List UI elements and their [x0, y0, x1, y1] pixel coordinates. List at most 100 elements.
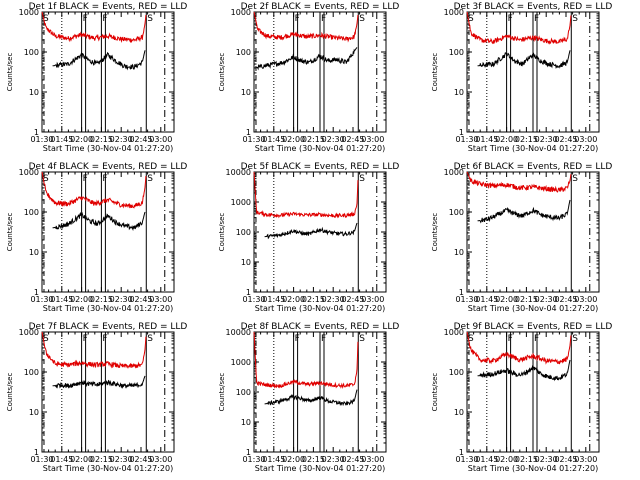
- y-tick-label: 1: [34, 128, 39, 137]
- y-tick-label: 1: [34, 448, 39, 457]
- x-tick-label: 01:30: [242, 455, 265, 464]
- x-tick-label: 03:00: [574, 295, 597, 304]
- x-tick-label: 01:30: [455, 455, 478, 464]
- x-tick-label: 02:15: [515, 295, 538, 304]
- x-tick-label: 02:15: [90, 135, 113, 144]
- marker-label: S: [468, 14, 474, 24]
- y-tick-label: 10: [29, 248, 39, 257]
- marker-label: F: [102, 334, 107, 344]
- x-tick-label: 02:45: [554, 135, 577, 144]
- y-tick-label: 1000: [19, 168, 39, 177]
- x-tick-label: 01:45: [475, 295, 498, 304]
- x-tick-label: 03:00: [574, 135, 597, 144]
- x-tick-label: 01:30: [242, 135, 265, 144]
- x-tick-label: 03:00: [361, 455, 384, 464]
- panel-title: Det 7f BLACK = Events, RED = LLD: [29, 322, 188, 332]
- x-axis-label: Start Time (30-Nov-04 01:27:20): [43, 304, 173, 313]
- x-tick-label: 02:30: [110, 295, 133, 304]
- series-lld-line: [41, 11, 147, 44]
- series-events-line: [255, 47, 358, 71]
- series-events-line: [477, 199, 571, 224]
- marker-label: F: [83, 174, 88, 184]
- x-tick-label: 02:45: [554, 455, 577, 464]
- marker-label: S: [572, 174, 578, 184]
- x-tick-label: 01:30: [242, 295, 265, 304]
- series-events-line: [264, 389, 358, 407]
- panel-title: Det 3f BLACK = Events, RED = LLD: [454, 2, 613, 12]
- y-tick-label: 1000: [444, 168, 464, 177]
- series-events-line: [52, 211, 146, 232]
- marker-label: S: [572, 14, 578, 24]
- x-tick-label: 02:30: [535, 135, 558, 144]
- y-axis-label: Counts/sec: [6, 213, 14, 252]
- series-lld-line: [41, 171, 147, 209]
- y-tick-label: 10: [454, 88, 464, 97]
- y-tick-label: 10: [29, 408, 39, 417]
- x-tick-label: 03:00: [149, 295, 172, 304]
- series-events-line: [52, 50, 146, 71]
- y-tick-label: 10: [454, 408, 464, 417]
- marker-label: S: [359, 174, 365, 184]
- y-tick-label: 1: [459, 448, 464, 457]
- marker-label: F: [508, 14, 513, 24]
- panel-title: Det 1f BLACK = Events, RED = LLD: [29, 2, 188, 12]
- series-events-line: [52, 375, 146, 389]
- x-tick-label: 02:45: [341, 455, 364, 464]
- x-tick-label: 03:00: [149, 135, 172, 144]
- y-tick-label: 1000: [231, 8, 251, 17]
- marker-label: S: [359, 14, 365, 24]
- x-tick-label: 02:00: [282, 455, 305, 464]
- x-tick-label: 01:45: [262, 455, 285, 464]
- x-tick-label: 02:00: [495, 295, 518, 304]
- marker-label: F: [534, 14, 539, 24]
- x-tick-label: 02:30: [322, 295, 345, 304]
- series-lld-line: [253, 11, 359, 43]
- marker-label: F: [508, 334, 513, 344]
- x-tick-label: 01:45: [475, 135, 498, 144]
- x-tick-label: 02:30: [110, 455, 133, 464]
- x-tick-label: 02:15: [90, 295, 113, 304]
- y-tick-label: 1: [246, 288, 251, 297]
- y-tick-label: 100: [24, 208, 39, 217]
- x-axis-label: Start Time (30-Nov-04 01:27:20): [43, 144, 173, 153]
- panel-title: Det 5f BLACK = Events, RED = LLD: [241, 162, 400, 172]
- x-tick-label: 02:45: [129, 135, 152, 144]
- y-axis-label: Counts/sec: [6, 53, 14, 92]
- marker-label: F: [295, 334, 300, 344]
- panel-4: Det 4f BLACK = Events, RED = LLD 1 10 100 10…: [6, 162, 187, 313]
- x-tick-label: 03:00: [361, 135, 384, 144]
- x-axis-label: Start Time (30-Nov-04 01:27:20): [255, 144, 385, 153]
- marker-label: F: [295, 14, 300, 24]
- x-tick-label: 02:30: [535, 295, 558, 304]
- x-tick-label: 03:00: [361, 295, 384, 304]
- x-tick-label: 02:30: [322, 135, 345, 144]
- x-axis-label: Start Time (30-Nov-04 01:27:20): [255, 304, 385, 313]
- x-tick-label: 01:45: [262, 295, 285, 304]
- x-tick-label: 01:45: [50, 455, 73, 464]
- x-tick-label: 02:45: [341, 135, 364, 144]
- panel-9: Det 9f BLACK = Events, RED = LLD 1 10 100 10…: [431, 322, 612, 473]
- x-tick-label: 02:00: [70, 135, 93, 144]
- y-tick-label: 10: [454, 248, 464, 257]
- marker-label: S: [43, 334, 49, 344]
- x-tick-label: 01:30: [30, 295, 53, 304]
- y-tick-label: 10: [241, 418, 251, 427]
- marker-label: S: [147, 14, 153, 24]
- y-tick-label: 10000: [226, 168, 251, 177]
- x-tick-label: 02:30: [110, 135, 133, 144]
- marker-label: F: [102, 14, 107, 24]
- x-tick-label: 02:00: [70, 295, 93, 304]
- x-tick-label: 03:00: [574, 455, 597, 464]
- y-tick-label: 100: [236, 228, 251, 237]
- x-tick-label: 01:45: [475, 455, 498, 464]
- x-tick-label: 02:00: [495, 135, 518, 144]
- series-events-line: [477, 50, 571, 69]
- panel-5: Det 5f BLACK = Events, RED = LLD 1 10 100 10…: [218, 162, 399, 313]
- x-tick-label: 02:00: [282, 135, 305, 144]
- x-tick-label: 02:30: [535, 455, 558, 464]
- panel-title: Det 6f BLACK = Events, RED = LLD: [454, 162, 613, 172]
- panel-title: Det 4f BLACK = Events, RED = LLD: [29, 162, 188, 172]
- y-tick-label: 100: [24, 48, 39, 57]
- x-tick-label: 01:45: [262, 135, 285, 144]
